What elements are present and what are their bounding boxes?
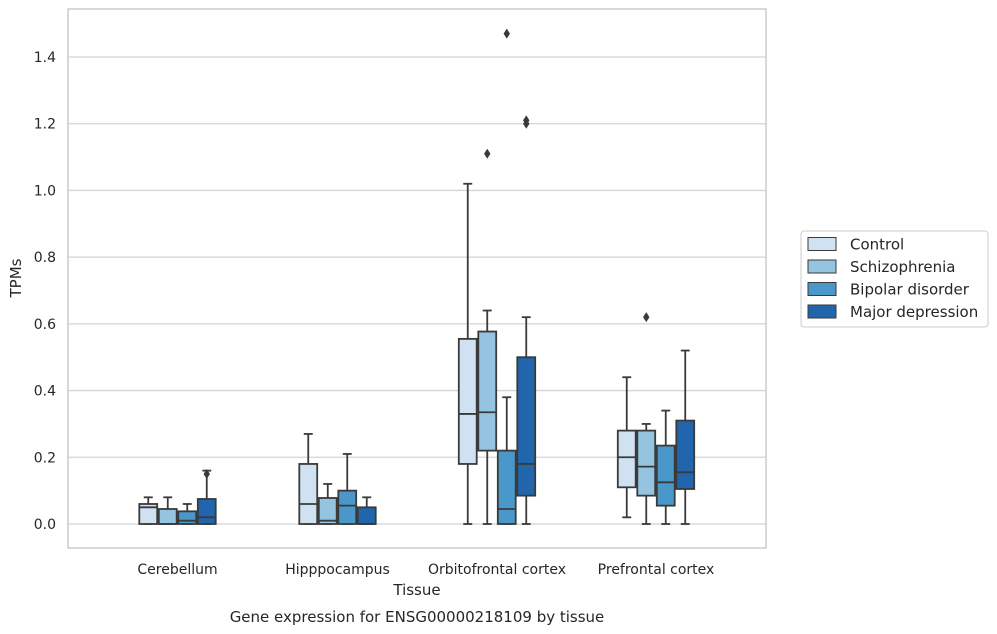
box-schizophrenia [477,148,498,525]
box-major-depression [356,496,377,525]
x-tick-label: Cerebellum [137,562,217,578]
box-iqr [138,503,159,525]
box-control [616,376,637,519]
box-iqr [298,463,319,525]
outlier-point [503,28,510,39]
y-tick-label: 0.4 [34,384,56,400]
outlier-point [523,115,530,126]
outlier-point [484,148,491,159]
legend-entry-label: Control [850,236,904,254]
box-iqr [477,330,498,452]
outlier-point [203,468,210,479]
legend: Control Schizophrenia Bipolar disorder Majo… [800,230,989,328]
box-bipolar-disorder [177,503,198,525]
y-tick-label: 1.2 [34,117,56,133]
box-iqr [157,508,178,525]
legend-swatch [807,282,837,296]
box-groups [138,28,696,525]
legend-swatch [807,259,837,274]
gridlines [68,56,766,525]
box-iqr [337,489,358,525]
box-iqr [616,429,637,489]
x-tick-label: Hipppocampus [285,562,390,578]
y-tick-label: 0.2 [34,450,56,466]
box-iqr [516,356,537,497]
box-bipolar-disorder [337,453,358,525]
x-axis-ticks: Cerebellum Hipppocampus Orbitofrontal cort… [137,562,714,578]
y-axis-ticks: 0.0 0.2 0.4 0.6 0.8 1.0 1.2 1.4 [34,50,56,533]
box-control [138,496,159,525]
legend-frame [800,230,989,328]
legend-entry-label: Schizophrenia [850,258,955,276]
box-control [298,433,319,525]
x-tick-label: Orbitofrontal cortex [428,562,566,578]
y-tick-label: 1.4 [34,50,56,66]
box-major-depression [675,349,696,525]
box-major-depression [196,468,217,525]
figure-caption: Gene expression for ENSG00000218109 by t… [230,608,605,626]
x-axis-label: Tissue [392,581,440,599]
box-bipolar-disorder [496,28,517,525]
box-iqr [636,429,657,497]
box-bipolar-disorder [655,409,676,525]
box-iqr [317,497,338,525]
box-iqr [177,510,198,525]
outlier-point [643,312,650,323]
box-schizophrenia [636,312,657,525]
box-schizophrenia [157,496,178,525]
box-iqr [457,337,478,465]
y-tick-label: 0.6 [34,317,56,333]
y-tick-label: 1.0 [34,183,56,199]
legend-entry-label: Bipolar disorder [850,281,970,299]
x-tick-label: Prefrontal cortex [598,562,715,578]
legend-swatch [807,304,837,319]
box-schizophrenia [317,483,338,525]
box-iqr [356,506,377,525]
box-major-depression [516,115,537,525]
plot-area-frame [67,8,767,549]
y-axis-label: TPMs [7,258,25,298]
legend-swatch [807,237,837,251]
box-iqr [196,498,217,525]
box-control [457,182,478,525]
y-tick-label: 0.8 [34,250,56,266]
y-tick-label: 0.0 [34,517,56,533]
box-iqr [655,444,676,507]
box-iqr [496,449,517,525]
box-iqr [675,419,696,490]
legend-entry-label: Major depression [850,303,978,321]
